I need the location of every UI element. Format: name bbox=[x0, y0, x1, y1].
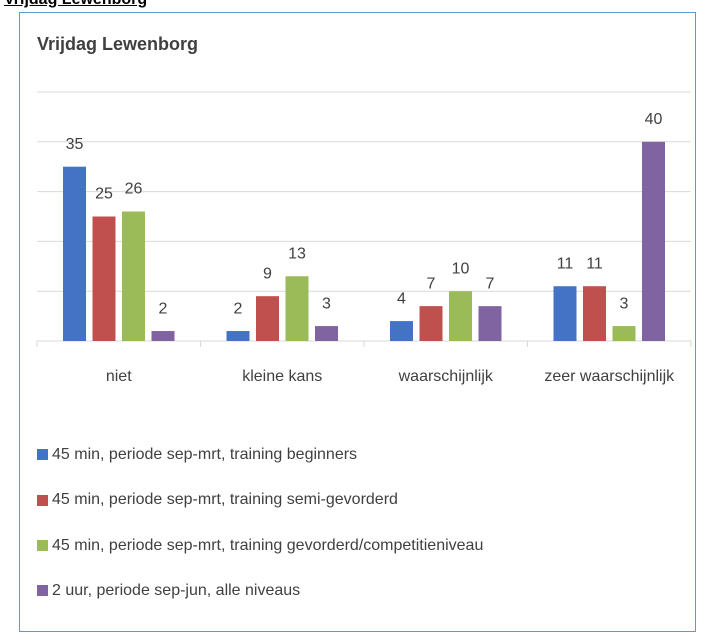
legend-label: 45 min, periode sep-mrt, training semi-g… bbox=[52, 491, 398, 509]
bar bbox=[122, 211, 145, 341]
x-tick-label: niet bbox=[105, 368, 132, 385]
bar bbox=[226, 331, 250, 341]
legend-item: 2 uur, periode sep-jun, alle niveaus bbox=[37, 582, 300, 600]
bar bbox=[315, 326, 338, 341]
page-heading: Vrijdag Lewenborg bbox=[4, 0, 147, 9]
legend-label: 45 min, periode sep-mrt, training beginn… bbox=[52, 446, 358, 463]
legend-swatch bbox=[37, 449, 48, 461]
data-label: 40 bbox=[645, 111, 663, 128]
bar bbox=[553, 286, 577, 341]
bar bbox=[285, 276, 309, 341]
data-label: 3 bbox=[322, 295, 331, 312]
data-label: 2 bbox=[159, 300, 168, 317]
bar bbox=[642, 141, 665, 341]
data-label: 7 bbox=[486, 275, 495, 292]
chart: Vrijdag Lewenborg 35 25 26 2 2 9 13 3 4 7 10 7 11 11 3… bbox=[36, 34, 692, 347]
legend-label: 45 min, periode sep-mrt, training gevord… bbox=[52, 536, 484, 554]
legend-swatch bbox=[37, 494, 48, 506]
bar bbox=[478, 306, 502, 341]
data-label: 7 bbox=[427, 275, 436, 292]
bar bbox=[390, 321, 413, 341]
data-label: 11 bbox=[557, 255, 574, 272]
data-label: 9 bbox=[263, 265, 272, 282]
data-label: 10 bbox=[452, 260, 470, 277]
x-tick-label: waarschijnlijk bbox=[398, 368, 493, 385]
bar bbox=[92, 216, 116, 341]
bar bbox=[583, 286, 606, 341]
data-label: 3 bbox=[620, 295, 629, 312]
data-label: 35 bbox=[66, 136, 84, 153]
bar bbox=[612, 326, 636, 341]
page: Vrijdag Lewenborg Vrijdag Lewenborg 35 25… bbox=[4, 0, 696, 632]
chart-title: Vrijdag Lewenborg bbox=[37, 34, 198, 54]
bar bbox=[256, 296, 279, 341]
bar bbox=[151, 331, 175, 341]
data-label: 13 bbox=[288, 245, 306, 262]
data-label: 26 bbox=[125, 181, 143, 198]
x-tick-label: zeer waarschijnlijk bbox=[544, 368, 675, 385]
legend-item: 45 min, periode sep-mrt, training gevord… bbox=[37, 537, 483, 555]
legend-swatch bbox=[37, 539, 48, 551]
legend-swatch bbox=[37, 585, 48, 597]
data-label: 11 bbox=[586, 255, 603, 272]
legend-item: 45 min, periode sep-mrt, training semi-g… bbox=[37, 491, 398, 509]
bar bbox=[449, 291, 472, 341]
data-label: 4 bbox=[397, 290, 406, 307]
x-tick-label: kleine kans bbox=[242, 368, 323, 385]
data-label: 2 bbox=[234, 300, 243, 317]
data-label: 25 bbox=[95, 186, 113, 203]
legend-item: 45 min, periode sep-mrt, training beginn… bbox=[37, 446, 357, 464]
bar bbox=[419, 306, 443, 341]
legend-label: 2 uur, periode sep-jun, alle niveaus bbox=[52, 581, 301, 599]
bar bbox=[63, 166, 86, 341]
